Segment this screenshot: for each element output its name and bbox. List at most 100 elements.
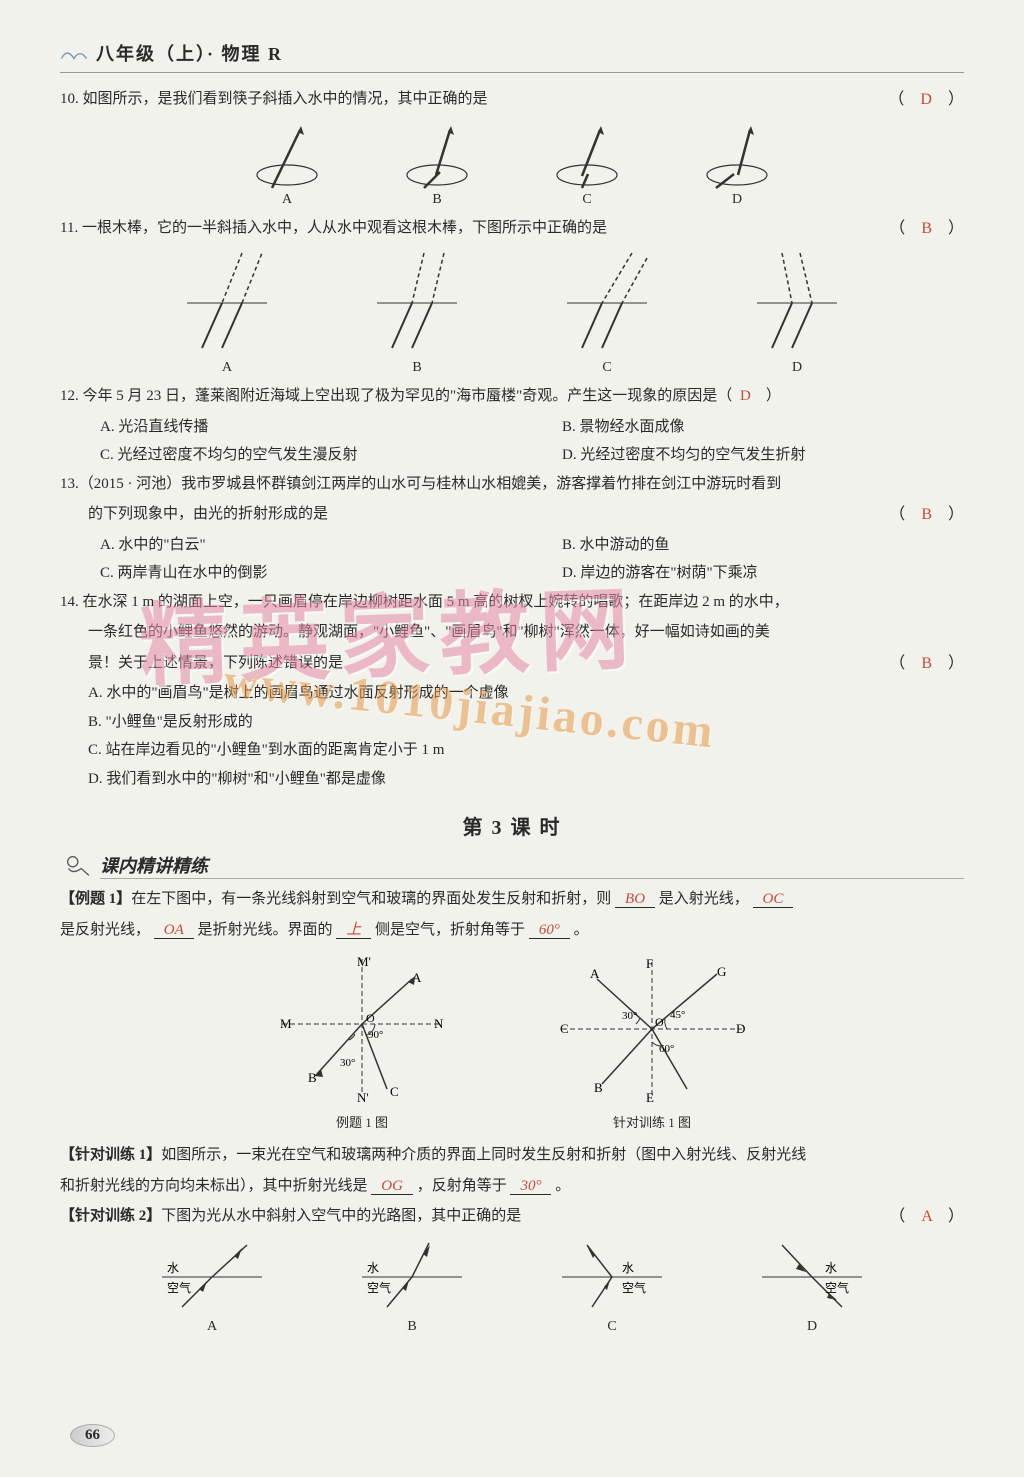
example-1b: 是反射光线， OA 是折射光线。界面的 上 侧是空气，折射角等于 60° 。 [60,916,964,945]
d2-C: C [560,1021,569,1036]
q13-answer-box: （ B ） [889,500,964,530]
question-13: 13.（2015 · 河池）我市罗城县怀群镇剑江两岸的山水可与桂林山水相媲美，游… [60,470,964,499]
train1-t2: 和折射光线的方向均未标出），其中折射光线是 [60,1178,368,1194]
train2-label: 【针对训练 2】 [60,1208,161,1224]
training-1b: 和折射光线的方向均未标出），其中折射光线是 OG ，反射角等于 30° 。 [60,1172,964,1201]
training-2: 【针对训练 2】下图为光从水中斜射入空气中的光路图，其中正确的是 （ A ） [60,1202,964,1231]
q11-fig-a: A [182,248,272,376]
q10-fig-d: D [702,120,772,208]
q11-label-a: A [222,360,232,376]
diagram-pair: M N M' N' A B C O 90° 30° 例题 1 图 F G A [60,954,964,1131]
ex1-t5: 侧是空气，折射角等于 [375,922,525,938]
example-1: 【例题 1】在左下图中，有一条光线斜射到空气和玻璃的界面处发生反射和折射，则 B… [60,885,964,914]
question-14c: 景！关于上述情景，下列陈述错误的是 （ B ） [60,649,964,678]
q12-text: 12. 今年 5 月 23 日，蓬莱阁附近海域上空出现了极为罕见的"海市蜃楼"奇… [60,388,732,404]
question-14: 14. 在水深 1 m 的湖面上空，一只画眉停在岸边柳树距水面 5 m 高的树杈… [60,588,964,617]
ex1-ans5: 60° [529,922,570,939]
q10-fig-b: B [402,120,472,208]
q13-options: A. 水中的"白云" C. 两岸青山在水中的倒影 B. 水中游动的鱼 D. 岸边… [100,531,964,588]
d2-F: F [646,956,653,971]
d1-O: O [366,1011,375,1025]
d2-30: 30° [622,1010,637,1022]
q14-text3: 景！关于上述情景，下列陈述错误的是 [88,655,343,671]
q11-fig-b: B [372,248,462,376]
q10-label-a: A [282,192,292,208]
d1-B: B [308,1070,317,1085]
q10-text: 10. 如图所示，是我们看到筷子斜插入水中的情况，其中正确的是 [60,91,488,107]
train2-answer: A [921,1208,932,1225]
q11-figures: A B C D [60,248,964,376]
q10-fig-c: C [552,120,622,208]
page-number: 66 [70,1424,115,1447]
q12-options: A. 光沿直线传播 C. 光经过密度不均匀的空气发生漫反射 B. 景物经水面成像… [100,413,964,470]
q12-opt-a: A. 光沿直线传播 [100,413,502,442]
page-header: 八年级（上）· 物理 R [60,40,964,73]
diagram-1: M N M' N' A B C O 90° 30° 例题 1 图 [272,954,452,1131]
q14-text2: 一条红色的小鲤鱼悠然的游动。静观湖面，"小鲤鱼"、"画眉鸟"和"柳树"浑然一体，… [88,624,770,640]
question-13b: 的下列现象中，由光的折射形成的是 （ B ） [60,500,964,529]
train2-answer-box: （ A ） [889,1202,964,1232]
q12-opt-d: D. 光经过密度不均匀的空气发生折射 [562,441,964,470]
ex1-ans1: BO [615,891,655,908]
question-12: 12. 今年 5 月 23 日，蓬莱阁附近海域上空出现了极为罕见的"海市蜃楼"奇… [60,382,964,411]
t2a-top: 水 [167,1261,179,1275]
q11-answer-box: （ B ） [889,214,964,244]
train1-ans1: OG [371,1178,413,1195]
d2-60: 60° [659,1043,674,1055]
q14-opt-c: C. 站在岸边看见的"小鲤鱼"到水面的距离肯定小于 1 m [88,736,964,765]
d2-G: G [717,964,726,979]
q14-opt-b: B. "小鲤鱼"是反射形成的 [88,708,964,737]
d2-A: A [590,966,600,981]
train2-label-c: C [607,1319,616,1335]
question-10: 10. 如图所示，是我们看到筷子斜插入水中的情况，其中正确的是 （ D ） [60,85,964,114]
ex1-t6: 。 [574,922,589,938]
train2-fig-a: 水 空气 A [157,1237,267,1335]
q13-opt-a: A. 水中的"白云" [100,531,502,560]
train1-label: 【针对训练 1】 [60,1147,161,1163]
d2-E: E [646,1090,654,1104]
q11-answer: B [921,220,932,237]
t2d-bot: 空气 [825,1280,849,1295]
ex1-label: 【例题 1】 [60,891,131,907]
q12-opt-c: C. 光经过密度不均匀的空气发生漫反射 [100,441,502,470]
d1-Np: N' [357,1090,369,1104]
train1-ans2: 30° [510,1178,551,1195]
ex1-ans4: 上 [336,922,371,939]
q10-figures: A B C D [60,120,964,208]
q10-answer: D [920,91,932,108]
q14-options: A. 水中的"画眉鸟"是树上的画眉鸟通过水面反射形成的一个虚像 B. "小鲤鱼"… [60,679,964,793]
d1-N: N [434,1016,444,1031]
train2-label-d: D [807,1319,817,1335]
train1-t4: 。 [555,1178,570,1194]
sub-header-text: 课内精讲精练 [100,852,964,879]
train1-t1: 如图所示，一束光在空气和玻璃两种介质的界面上同时发生反射和折射（图中入射光线、反… [161,1147,806,1163]
q14-answer: B [921,655,932,672]
q10-label-c: C [582,192,591,208]
train1-t3: ，反射角等于 [417,1178,507,1194]
ex1-t1: 在左下图中，有一条光线斜射到空气和玻璃的界面处发生反射和折射，则 [131,891,611,907]
q13-answer: B [921,506,932,523]
header-icon [60,44,88,62]
q13-text: 13.（2015 · 河池）我市罗城县怀群镇剑江两岸的山水可与桂林山水相媲美，游… [60,476,781,492]
q11-fig-d: D [752,248,842,376]
q14-answer-box: （ B ） [889,649,964,679]
d2-D: D [736,1021,745,1036]
ex1-t2: 是入射光线， [659,891,749,907]
q10-label-d: D [732,192,742,208]
training-1: 【针对训练 1】如图所示，一束光在空气和玻璃两种介质的界面上同时发生反射和折射（… [60,1141,964,1170]
train2-fig-c: 水 空气 C [557,1237,667,1335]
ex1-t4: 是折射光线。界面的 [198,922,333,938]
t2c-bot: 空气 [622,1280,646,1295]
train2-label-b: B [407,1319,416,1335]
q11-label-d: D [792,360,802,376]
d2-O: O [655,1015,664,1029]
t2c-top: 水 [622,1261,634,1275]
train2-figures: 水 空气 A 水 空气 B 水 空气 C [60,1237,964,1335]
t2b-top: 水 [367,1261,379,1275]
d2-B: B [594,1080,603,1095]
q10-fig-a: A [252,120,322,208]
t2a-bot: 空气 [167,1280,191,1295]
q12-answer: D [740,388,751,404]
q13-opt-b: B. 水中游动的鱼 [562,531,964,560]
sub-header-icon [60,853,94,879]
